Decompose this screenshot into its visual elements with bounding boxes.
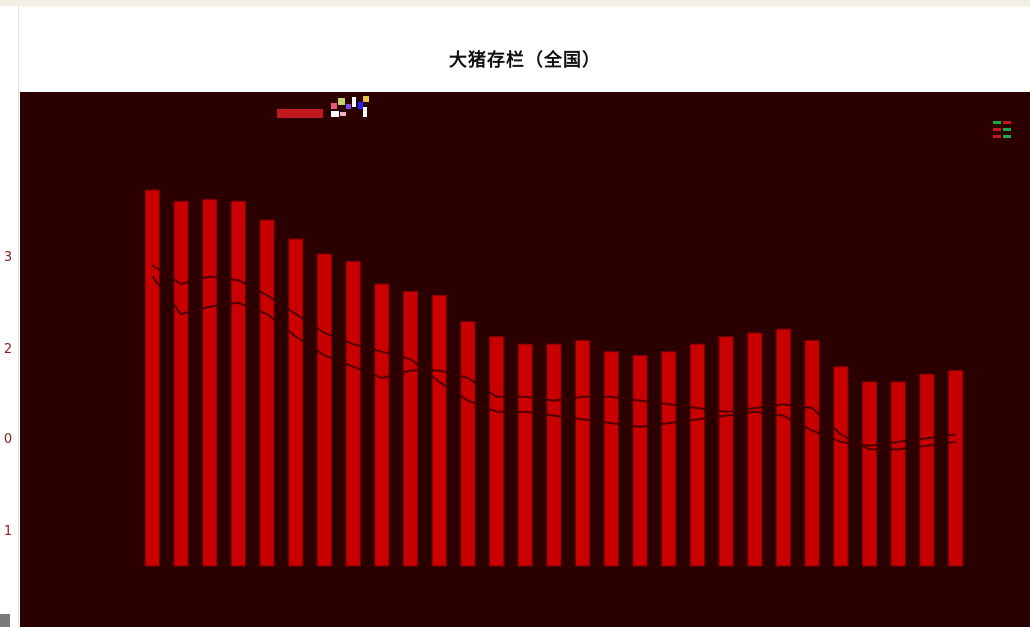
bar: [402, 291, 419, 567]
bar: [488, 336, 505, 567]
bar: [230, 200, 246, 567]
bar: [259, 219, 275, 567]
toolbox-icon[interactable]: [993, 121, 1011, 138]
bar: [861, 381, 878, 567]
bar: [775, 328, 792, 567]
bar: [202, 198, 218, 567]
bar: [661, 351, 677, 567]
bar: [546, 343, 562, 567]
bar: [603, 351, 620, 567]
bar: [718, 336, 734, 567]
bar: [517, 343, 533, 567]
plot-top-band: [20, 92, 1030, 122]
left-border: [0, 6, 19, 627]
series-line: [151, 264, 956, 447]
bar: [288, 238, 304, 567]
bar: [948, 370, 964, 567]
bar: [632, 354, 648, 567]
chart-title: 大猪存栏（全国）: [449, 50, 601, 71]
series-line: [151, 275, 956, 451]
bar: [575, 339, 591, 567]
bar: [316, 253, 333, 567]
legend-swatch: [277, 109, 323, 118]
chart-plot-area: [20, 92, 1030, 627]
bar: [804, 339, 820, 567]
bar: [345, 260, 361, 567]
top-border: [0, 0, 1030, 6]
corner-marker: [0, 614, 10, 627]
bar: [689, 343, 706, 567]
bar: [431, 294, 447, 567]
bar: [460, 321, 476, 567]
bar: [747, 332, 763, 567]
bar: [374, 283, 390, 567]
bar: [833, 366, 849, 567]
bar: [890, 381, 906, 567]
legend-glyph-noise: [331, 96, 369, 117]
bar: [144, 189, 160, 567]
bar: [173, 200, 189, 567]
bar: [919, 373, 935, 567]
